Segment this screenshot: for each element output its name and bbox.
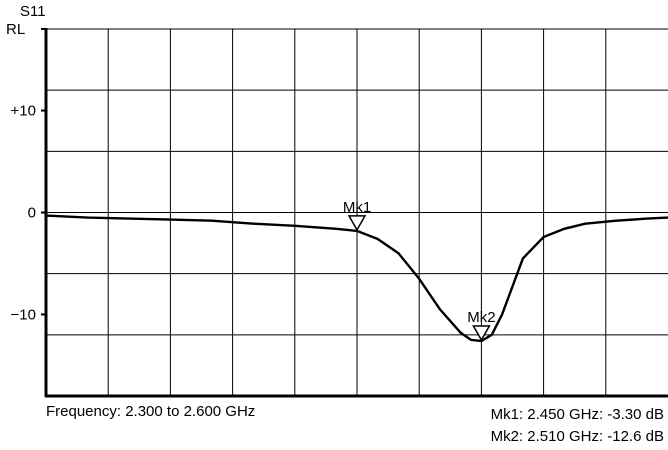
marker-2-readout: Mk2: 2.510 GHz: -12.6 dB	[491, 428, 664, 445]
s11-trace-line	[45, 214, 668, 343]
marker-1-readout: Mk1: 2.450 GHz: -3.30 dB	[491, 406, 664, 423]
chart-grid	[41, 28, 668, 398]
y-axis-label: RL	[6, 21, 25, 38]
y-tick-label: +10	[11, 103, 36, 120]
marker-1-label: Mk1	[343, 199, 371, 216]
y-tick-label: 0	[28, 205, 36, 222]
marker-1-triangle	[347, 215, 367, 232]
marker-2-label: Mk2	[467, 309, 495, 326]
y-tick-labels: +10 0 −10	[11, 103, 36, 324]
frequency-range-text: Frequency: 2.300 to 2.600 GHz	[46, 403, 255, 420]
trace-label: S11	[20, 3, 46, 20]
y-tick-label: −10	[11, 306, 36, 323]
marker-layer: Mk1 Mk2	[343, 199, 496, 342]
marker-2-triangle	[472, 325, 491, 342]
